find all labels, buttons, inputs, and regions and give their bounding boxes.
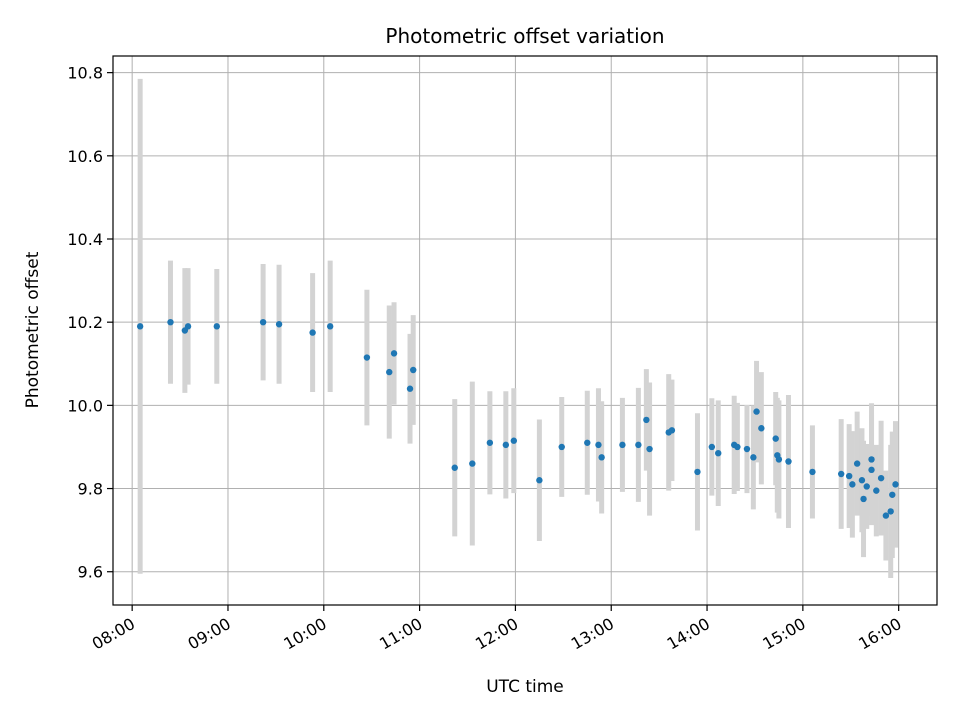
data-point [708,443,716,451]
data-point [536,477,543,484]
data-point [386,368,393,376]
data-point [837,470,845,478]
y-axis-title: Photometric offset [23,251,43,408]
y-tick-label: 10.6 [67,147,103,166]
data-point [635,441,642,449]
data-point [136,323,144,330]
data-point [694,468,701,476]
x-axis-title: UTC time [486,677,564,697]
data-point [868,466,875,474]
data-point [167,318,174,326]
y-axis-ticks: 9.6 9.8 10.0 10.2 10.4 10.6 10.8 [67,64,113,582]
data-point [887,508,894,515]
data-point [750,454,757,461]
plot-frame [112,55,938,606]
data-point [860,495,867,503]
data-point [184,323,192,330]
chart-title: Photometric offset variation [385,24,664,48]
data-point [753,408,760,415]
data-point [410,366,417,374]
data-point [889,491,896,498]
y-tick-label: 10.2 [67,313,103,332]
data-point [558,443,565,451]
data-point [326,323,334,330]
data-point [758,425,765,432]
data-point [486,439,494,446]
data-point [772,435,779,442]
data-point [863,483,870,490]
grid-lines [113,56,937,605]
data-point [259,318,267,326]
data-point [510,437,518,444]
data-point [734,443,741,451]
data-point [275,321,283,328]
data-point [868,456,875,463]
data-point [595,441,602,449]
data-points [136,318,899,519]
data-point [309,329,316,336]
data-point [785,458,792,465]
data-point [845,472,853,480]
y-tick-label: 10.8 [67,64,103,83]
data-point [873,487,880,494]
y-tick-label: 9.8 [78,480,103,499]
data-point [584,439,591,446]
data-point [598,454,605,461]
y-tick-label: 9.6 [78,563,103,582]
data-point [877,474,885,482]
data-point [363,354,371,361]
data-point [809,468,816,476]
data-point [853,460,861,467]
data-point [775,456,783,463]
data-point [390,350,398,357]
data-point [858,477,866,484]
data-point [643,416,650,424]
data-point [882,512,890,519]
y-tick-label: 10.4 [67,230,103,249]
data-point [892,481,899,488]
data-point [619,441,626,449]
data-point [849,481,856,488]
data-point [451,464,458,471]
data-point [406,385,414,392]
data-point [646,445,653,453]
data-point [213,323,220,330]
y-tick-label: 10.0 [67,396,103,415]
data-point [469,460,476,467]
data-point [743,445,751,453]
data-point [502,441,510,449]
data-point [715,449,722,457]
data-point [668,427,676,434]
